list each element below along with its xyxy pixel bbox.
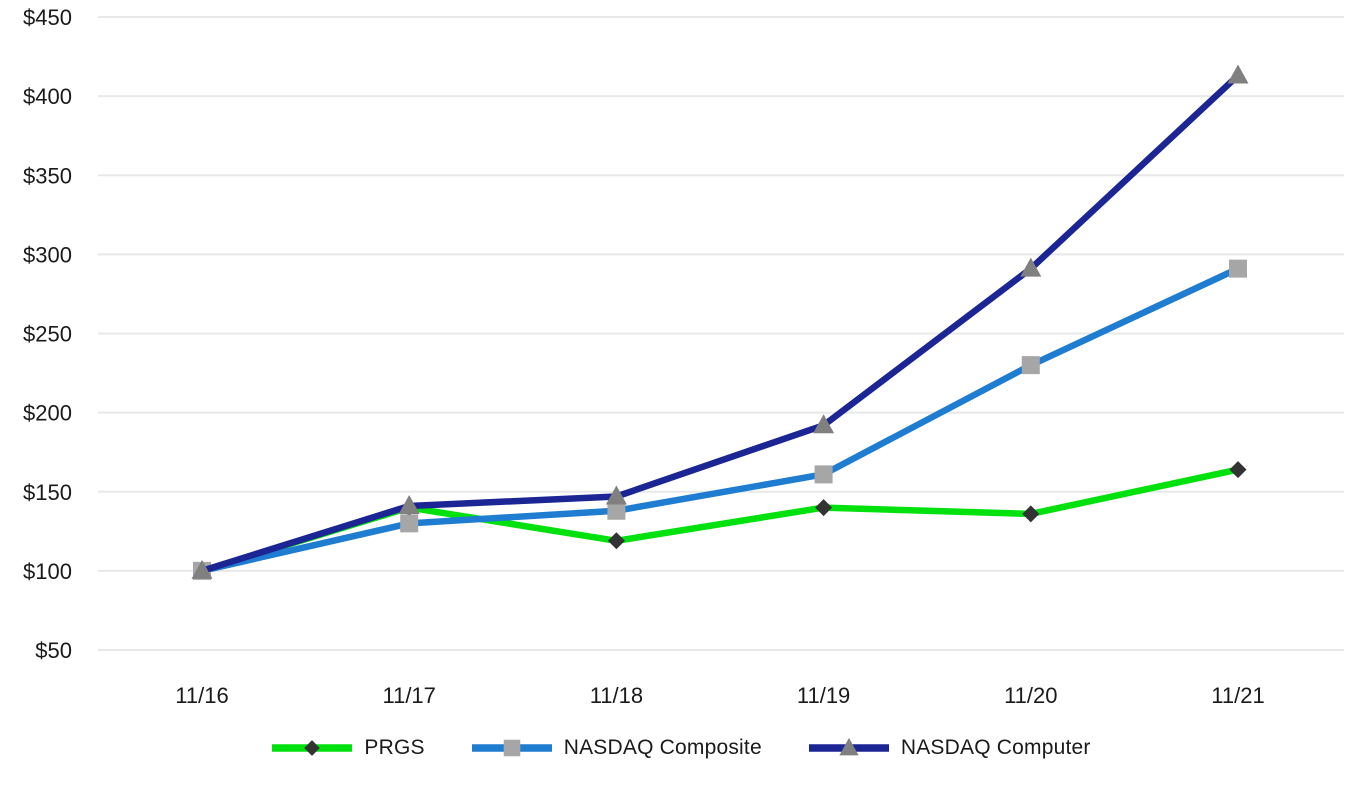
y-tick-label: $350 — [23, 163, 72, 188]
x-tick-label: 11/19 — [797, 683, 850, 708]
diamond-marker — [815, 499, 833, 517]
triangle-marker — [605, 485, 627, 505]
legend-item-nasdaq-computer: NASDAQ Computer — [808, 736, 1091, 760]
x-tick-label: 11/21 — [1211, 683, 1264, 708]
y-tick-label: $450 — [23, 5, 72, 30]
diamond-marker — [1022, 505, 1040, 523]
square-marker — [814, 465, 833, 484]
x-tick-label: 11/16 — [175, 683, 228, 708]
legend-swatch-nasdaq-composite — [471, 739, 552, 757]
y-tick-label: $300 — [23, 242, 72, 267]
legend-swatch-nasdaq-computer — [808, 737, 889, 756]
y-tick-label: $100 — [23, 559, 72, 584]
triangle-marker — [813, 414, 835, 434]
diamond-marker — [1229, 461, 1247, 479]
diamond-icon — [304, 740, 321, 756]
legend-label-prgs: PRGS — [364, 736, 425, 759]
triangle-marker — [191, 559, 213, 579]
legend-item-prgs: PRGS — [271, 736, 425, 760]
triangle-marker — [398, 494, 420, 514]
y-tick-label: $400 — [23, 84, 72, 109]
y-tick-label: $200 — [23, 401, 72, 426]
series-line-nasdaq-composite — [198, 265, 1242, 575]
plot-area: $450 $400 $350 $300 $250 $200 $150 $100 $50 11/16… — [23, 5, 1344, 708]
series-line-nasdaq-computer — [198, 72, 1242, 575]
square-marker — [607, 501, 626, 520]
triangle-marker — [1227, 64, 1249, 84]
square-marker — [1229, 259, 1247, 278]
square-marker — [400, 514, 419, 533]
legend-label-nasdaq-computer: NASDAQ Computer — [900, 736, 1091, 759]
y-tick-label: $150 — [23, 480, 72, 505]
y-tick-label: $250 — [23, 322, 72, 347]
y-tick-label: $50 — [35, 638, 72, 663]
x-tick-label: 11/17 — [382, 683, 435, 708]
legend-label-nasdaq-composite: NASDAQ Composite — [563, 736, 762, 759]
legend-swatch-prgs — [272, 740, 353, 756]
legend: PRGS NASDAQ Composite NASDAQ Computer — [0, 736, 1362, 760]
square-icon — [503, 739, 521, 757]
x-tick-label: 11/18 — [590, 683, 643, 708]
diamond-marker — [607, 532, 625, 550]
legend-item-nasdaq-composite: NASDAQ Composite — [471, 736, 762, 760]
square-marker — [1021, 356, 1040, 375]
triangle-icon — [839, 737, 859, 756]
triangle-marker — [1020, 257, 1042, 277]
x-tick-label: 11/20 — [1004, 683, 1057, 708]
